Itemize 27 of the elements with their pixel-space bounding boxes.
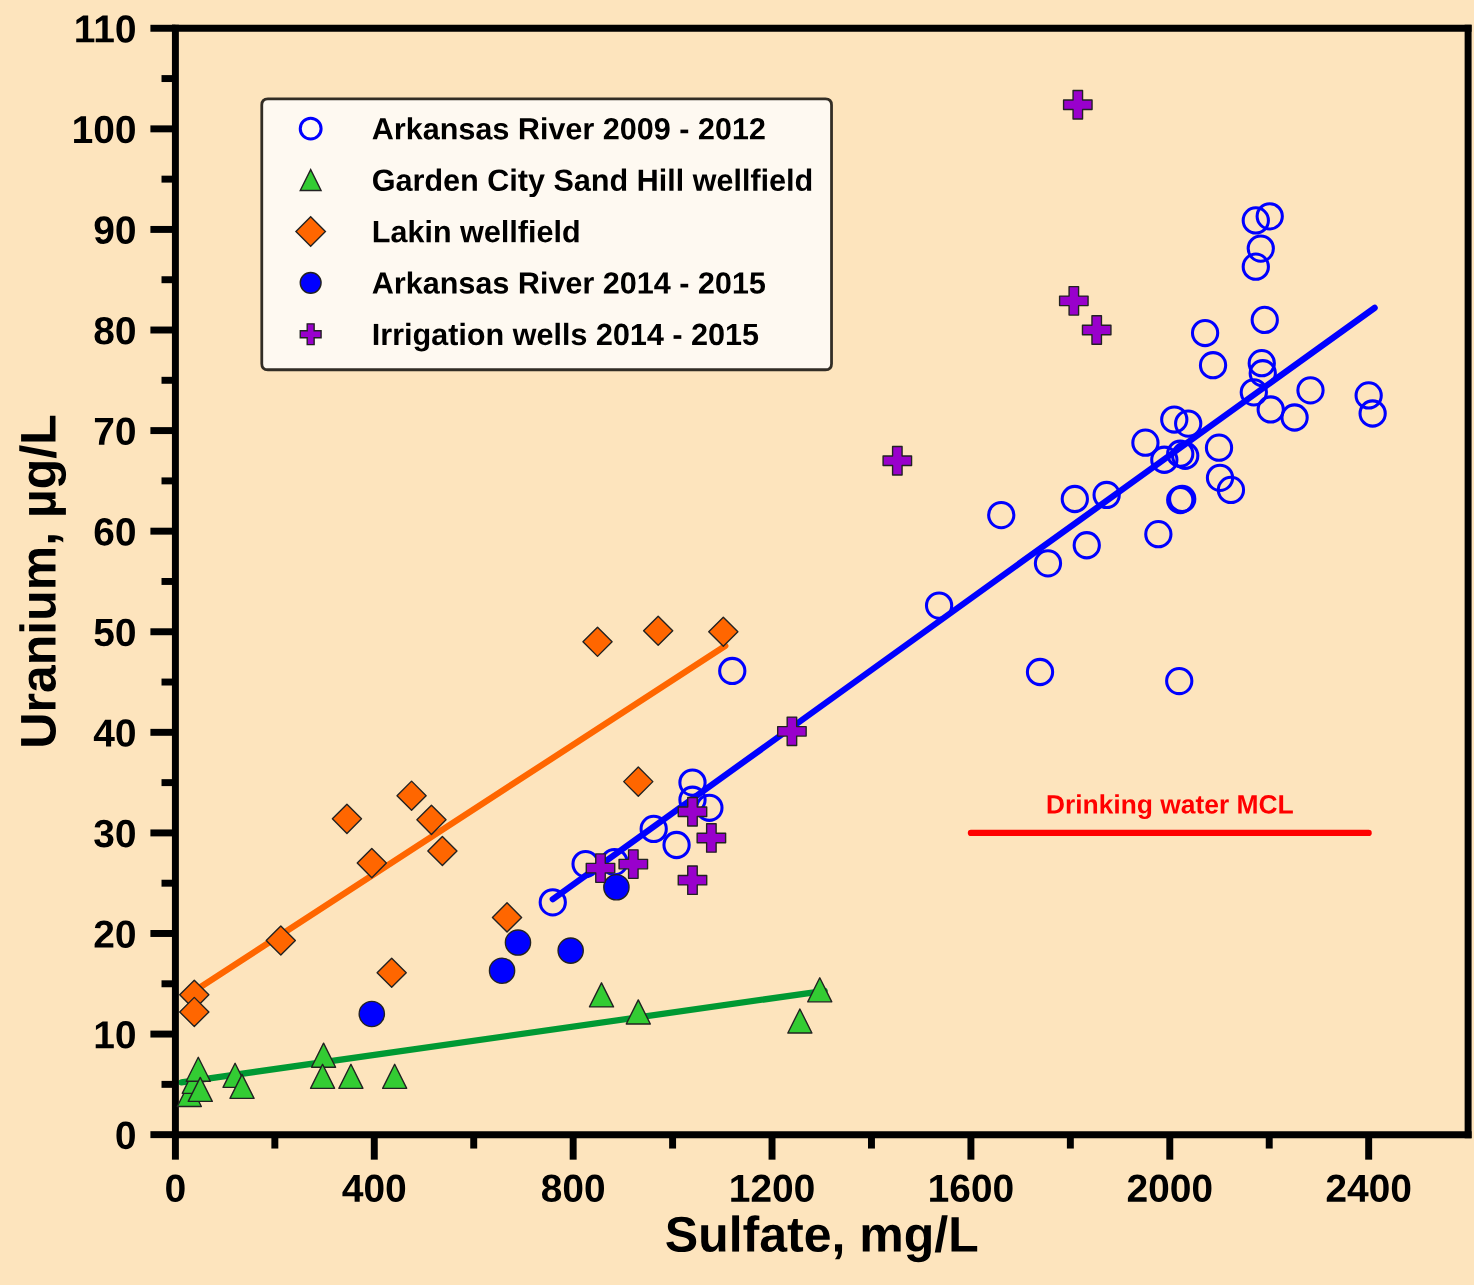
x-tick-label: 1600 xyxy=(930,1174,1013,1203)
y-tick-label: 90 xyxy=(94,216,135,244)
legend-label: Irrigation wells 2014 - 2015 xyxy=(373,322,759,352)
y-tick-label: 20 xyxy=(94,920,135,948)
series-label: Drinking water MCL xyxy=(1047,794,1293,820)
x-tick-label: 0 xyxy=(166,1174,185,1203)
y-tick-label: 100 xyxy=(74,115,135,144)
y-tick-label: 70 xyxy=(94,417,135,446)
y-tick-label: 50 xyxy=(94,618,135,647)
x-tick-label: 2400 xyxy=(1326,1174,1411,1203)
y-tick-label: 60 xyxy=(94,518,135,546)
legend-label: Lakin wellfield xyxy=(373,220,579,243)
x-tick-label: 800 xyxy=(541,1174,605,1203)
legend-label: Arkansas River 2009 - 2012 xyxy=(372,117,765,140)
y-tick-label: 80 xyxy=(94,316,135,345)
legend-label: Garden City Sand Hill wellfield xyxy=(373,168,812,198)
y-tick-label: 30 xyxy=(94,819,135,848)
x-tick-label: 1200 xyxy=(731,1174,814,1203)
x-axis-title: Sulfate, mg/L xyxy=(666,1215,978,1263)
y-axis-title: Uranium, µg/L xyxy=(19,415,67,746)
y-tick-label: 110 xyxy=(76,15,135,43)
x-tick-label: 2000 xyxy=(1127,1174,1212,1203)
y-tick-label: 10 xyxy=(95,1021,135,1049)
y-tick-label: 40 xyxy=(93,719,135,747)
x-tick-label: 400 xyxy=(342,1174,406,1203)
legend-label: Arkansas River 2014 - 2015 xyxy=(372,271,766,294)
y-tick-label: 0 xyxy=(116,1121,135,1150)
